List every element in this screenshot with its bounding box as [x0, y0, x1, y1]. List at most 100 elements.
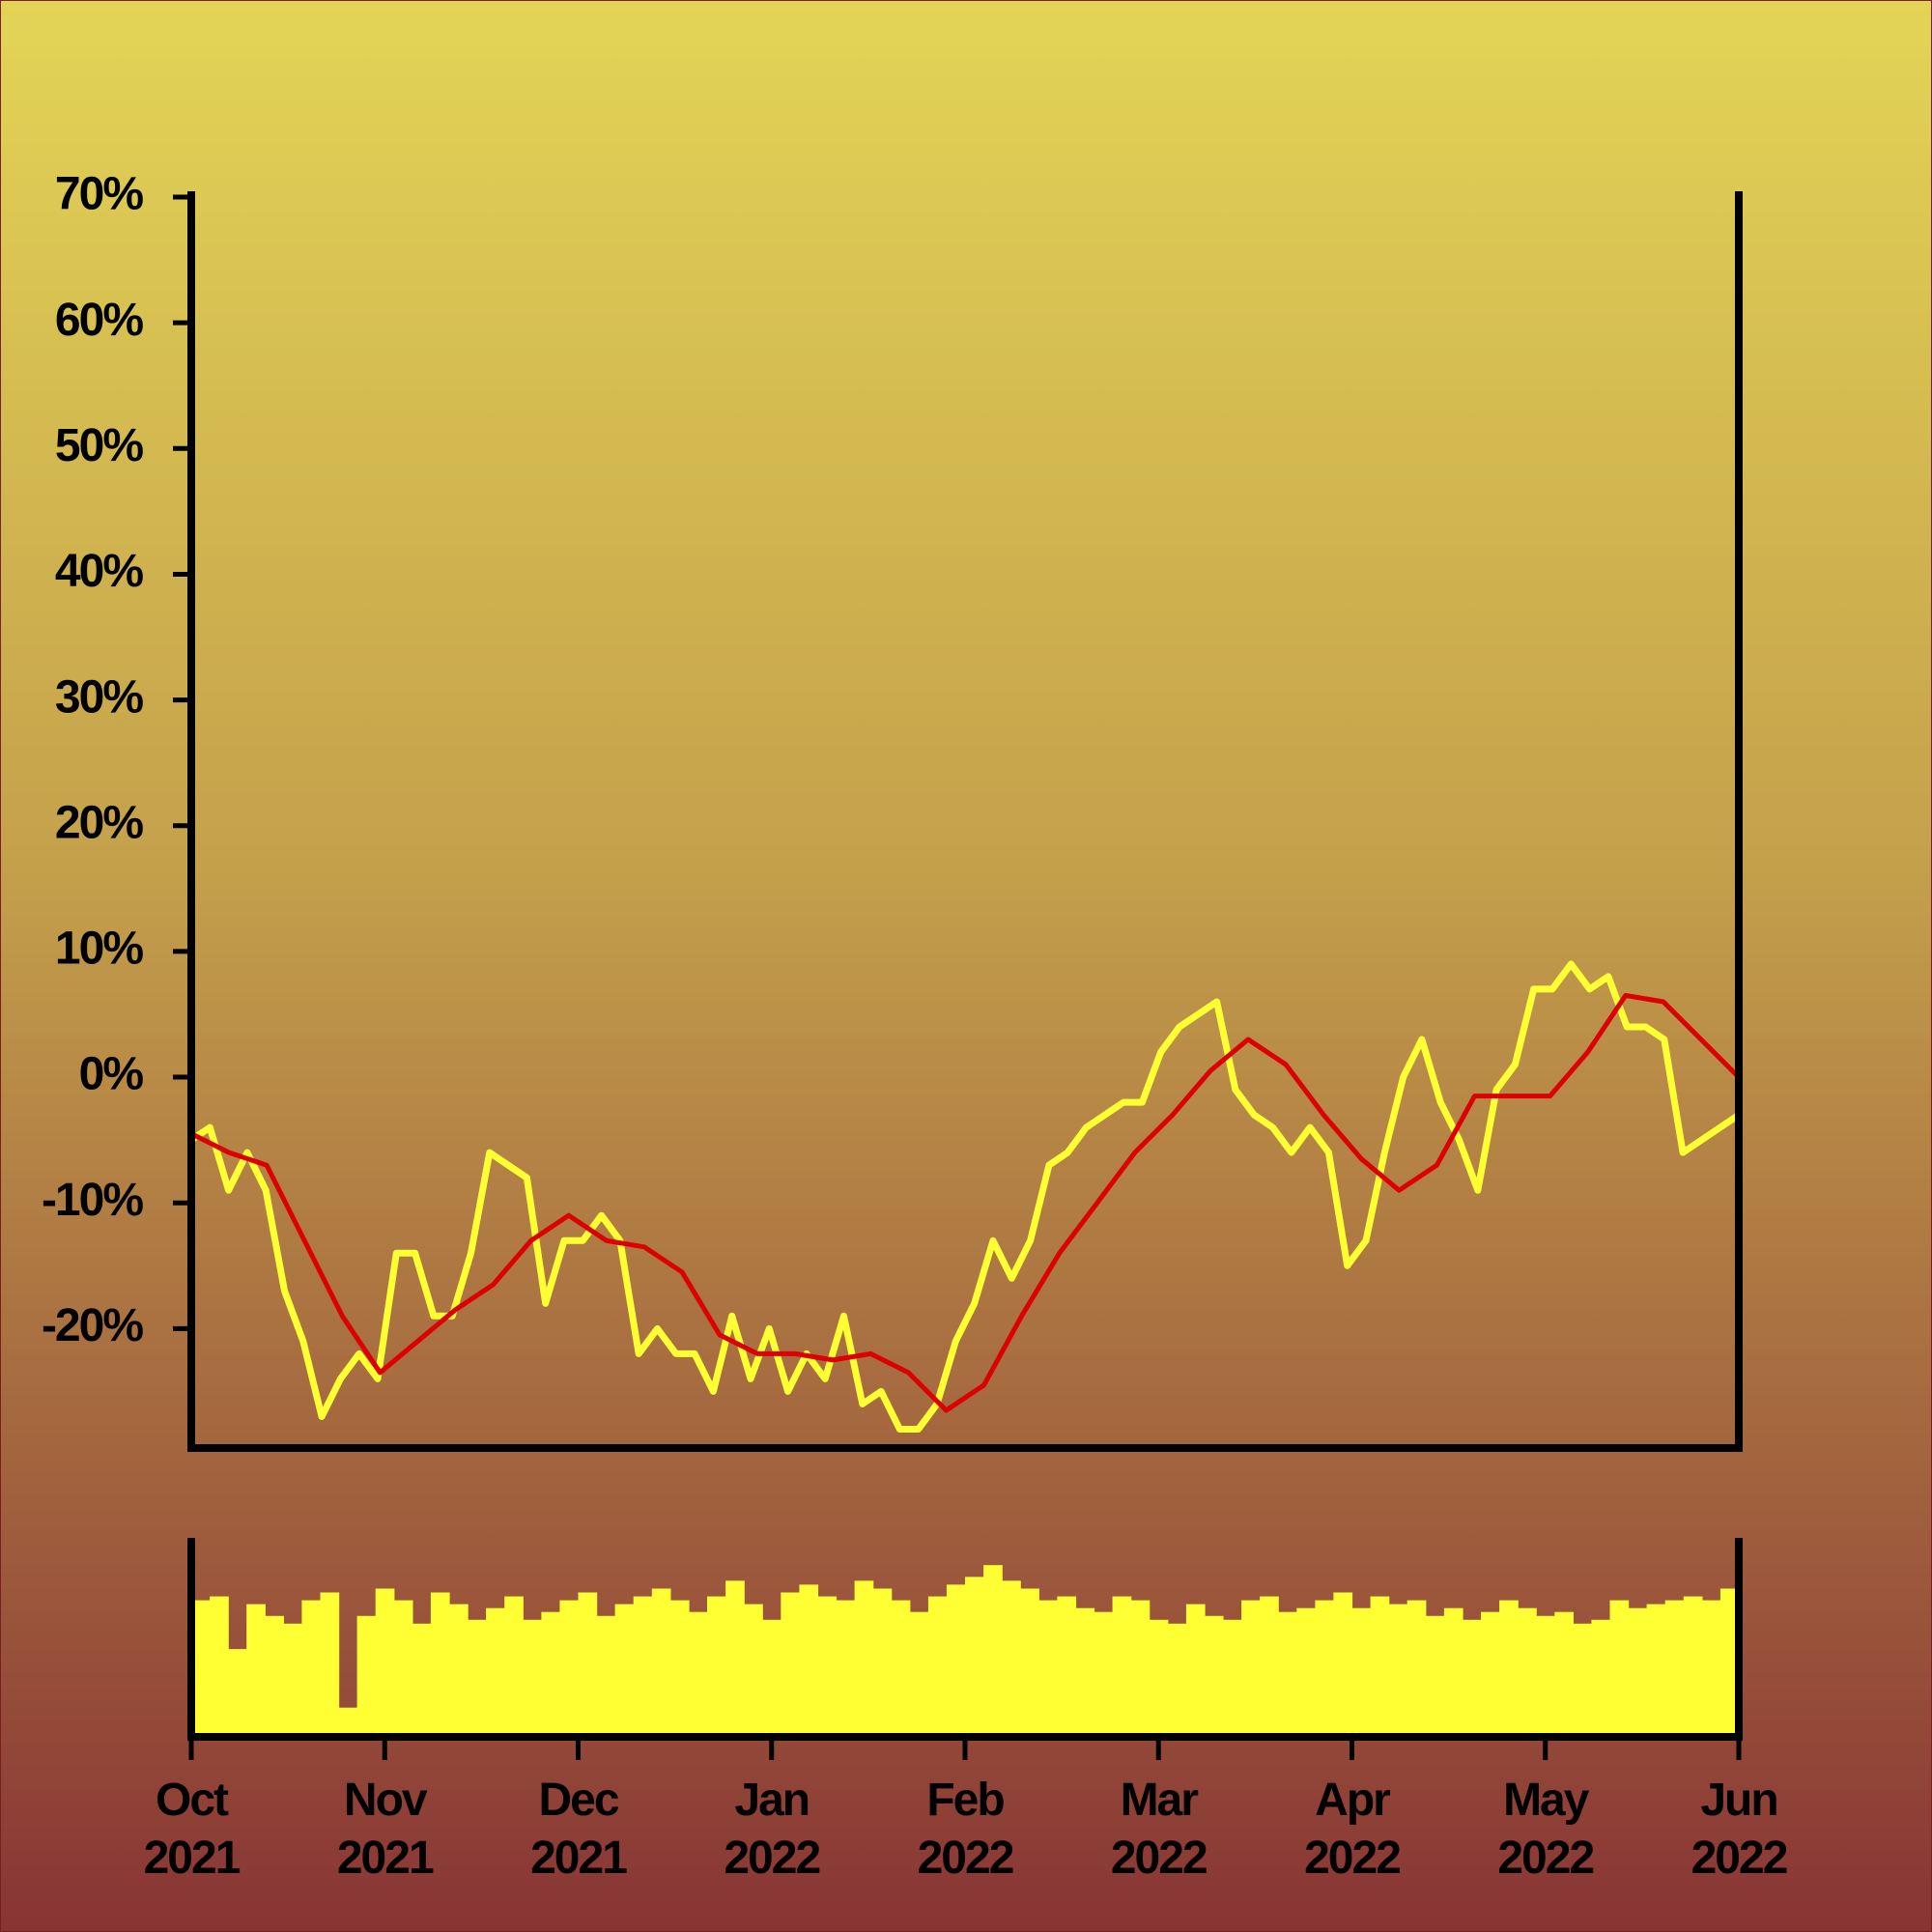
volume-bar	[412, 1623, 432, 1737]
y-tick-label: 50%	[55, 420, 143, 471]
volume-bar	[246, 1604, 266, 1737]
volume-bar	[817, 1596, 838, 1737]
volume-bar	[559, 1600, 580, 1737]
volume-bar	[1719, 1588, 1740, 1737]
volume-bar	[1701, 1600, 1721, 1737]
volume-bar	[762, 1619, 781, 1737]
volume-bar	[1094, 1611, 1114, 1737]
volume-bar	[541, 1611, 561, 1737]
volume-bar	[725, 1580, 745, 1737]
volume-bar	[265, 1615, 284, 1737]
volume-bar	[1038, 1600, 1058, 1737]
volume-panel: Oct 2021 Nov 2021 Dec 2021 Jan 2022 Feb 2022 Mar 20…	[144, 1565, 1789, 1884]
y-tick-label: 20%	[55, 797, 143, 848]
volume-bar	[836, 1600, 856, 1737]
volume-bar	[1554, 1611, 1574, 1737]
series-line	[191, 993, 1739, 1413]
volume-bar	[320, 1592, 340, 1737]
volume-bar	[191, 1600, 211, 1737]
volume-bar	[781, 1592, 800, 1737]
y-tick-label: 40%	[55, 546, 143, 597]
volume-bar	[1573, 1623, 1593, 1737]
x-tick-label: Feb 2022	[918, 1775, 1013, 1884]
x-tick-label: Jan 2022	[724, 1775, 819, 1884]
volume-bar	[799, 1584, 819, 1737]
volume-bar	[468, 1619, 487, 1737]
volume-bar	[1112, 1596, 1132, 1737]
volume-bar	[1481, 1611, 1500, 1737]
x-tick-label: Dec 2021	[530, 1775, 627, 1884]
volume-bar	[1425, 1615, 1445, 1737]
volume-bar	[1204, 1615, 1224, 1737]
volume-bar	[449, 1604, 469, 1737]
y-tick-label: 30%	[55, 671, 143, 723]
volume-bar	[1351, 1607, 1372, 1737]
x-tick-label: Nov 2021	[337, 1775, 434, 1884]
volume-bar	[393, 1600, 413, 1737]
volume-bar	[523, 1619, 542, 1737]
volume-bar	[854, 1580, 874, 1737]
volume-bar	[1628, 1607, 1648, 1737]
volume-bar	[965, 1577, 984, 1737]
volume-bar	[1388, 1604, 1408, 1737]
volume-bar	[375, 1588, 395, 1737]
volume-bar	[596, 1615, 616, 1737]
volume-bar	[651, 1588, 671, 1737]
volume-bar	[1278, 1611, 1297, 1737]
volume-bar	[301, 1600, 322, 1737]
y-tick-label: 60%	[55, 295, 143, 346]
volume-bar	[669, 1600, 690, 1737]
volume-bar	[430, 1592, 450, 1737]
volume-bar	[927, 1596, 948, 1737]
volume-bar	[1406, 1600, 1427, 1737]
volume-bar	[1518, 1607, 1537, 1737]
volume-bar	[1167, 1623, 1187, 1737]
frames	[187, 191, 1743, 1741]
volume-bar	[504, 1596, 524, 1737]
x-tick-label: May 2022	[1497, 1775, 1593, 1884]
volume-bar	[1443, 1607, 1463, 1737]
x-tick-label: Jun 2022	[1691, 1775, 1787, 1884]
volume-bar	[1075, 1607, 1095, 1737]
volume-bar	[1002, 1580, 1021, 1737]
volume-bar	[356, 1615, 377, 1737]
y-tick-label: 10%	[55, 923, 143, 975]
y-tick-label: 70%	[55, 169, 143, 220]
volume-bar	[1499, 1600, 1519, 1737]
volume-bar	[688, 1611, 708, 1737]
volume-bar	[1241, 1600, 1261, 1737]
volume-bar	[578, 1592, 598, 1737]
volume-bar	[1646, 1604, 1666, 1737]
volume-bar	[1591, 1619, 1611, 1737]
volume-bar	[1370, 1596, 1390, 1737]
volume-bar	[1536, 1615, 1555, 1737]
volume-bar	[946, 1584, 966, 1737]
volume-bar	[614, 1604, 635, 1737]
volume-bar	[210, 1596, 229, 1737]
volume-bar	[1223, 1619, 1242, 1737]
lines	[191, 960, 1739, 1433]
volume-bar	[1020, 1588, 1039, 1737]
volume-bar	[1315, 1600, 1335, 1737]
volume-bar	[1260, 1596, 1279, 1737]
volume-bar	[1609, 1600, 1630, 1737]
volume-bar	[228, 1649, 247, 1737]
volume-bar	[1130, 1600, 1151, 1737]
volume-bar	[1664, 1600, 1685, 1737]
x-tick-label: Oct 2021	[144, 1775, 241, 1884]
volume-bar	[283, 1623, 303, 1737]
volume-bar	[633, 1596, 653, 1737]
volume-bar	[891, 1600, 911, 1737]
volume-frame	[187, 1538, 1743, 1741]
price-panel: -20% -10% 0% 10% 20% 30% 40% 50% 60% 70%	[42, 169, 1739, 1433]
volume-bar	[1333, 1592, 1353, 1737]
plot-frame	[187, 191, 1743, 1452]
volume-bar	[983, 1565, 1003, 1737]
volume-bar	[744, 1604, 763, 1737]
x-tick-label: Mar 2022	[1111, 1775, 1207, 1884]
volume-bar	[338, 1707, 358, 1737]
volume-bar	[1149, 1619, 1169, 1737]
volume-bar	[1683, 1596, 1703, 1737]
volume-bar	[1462, 1619, 1482, 1737]
